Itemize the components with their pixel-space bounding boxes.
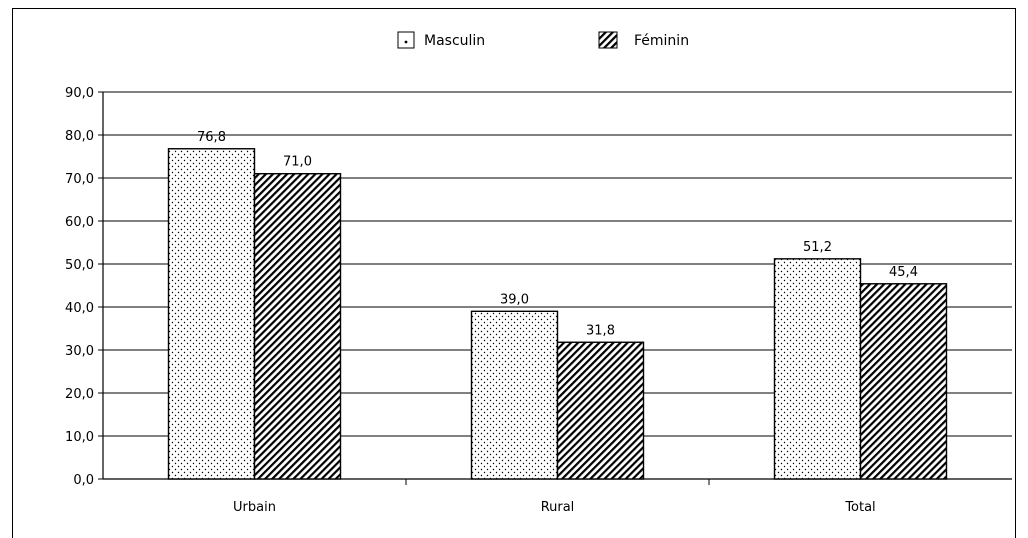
bar-fminin-rural xyxy=(556,341,645,480)
y-tick-label: 90,0 xyxy=(65,86,94,101)
legend: Masculin Féminin xyxy=(397,31,689,49)
legend-item-feminin: Féminin xyxy=(598,31,689,49)
data-label: 45,4 xyxy=(889,265,918,280)
y-tick-label: 20,0 xyxy=(65,387,94,402)
x-tick-label: Total xyxy=(844,500,875,515)
y-tick-label: 0,0 xyxy=(73,473,94,488)
data-label: 31,8 xyxy=(586,323,615,338)
legend-swatch-masculin xyxy=(397,31,415,49)
legend-swatch-feminin xyxy=(598,31,618,49)
bar-fminin-urbain xyxy=(253,172,342,480)
plot-area: 0,0 10,0 20,0 30,0 40,0 50,0 60,0 70,0 80,0 90,0 U… xyxy=(65,86,1012,515)
bar-masculin-urbain xyxy=(167,148,256,480)
legend-label-feminin: Féminin xyxy=(634,33,689,49)
data-label: 51,2 xyxy=(803,240,832,255)
bar-fminin-total xyxy=(859,283,948,480)
legend-item-masculin: Masculin xyxy=(397,31,485,49)
legend-label-masculin: Masculin xyxy=(424,33,485,49)
data-label: 71,0 xyxy=(283,155,312,170)
x-tick-label: Rural xyxy=(541,500,575,515)
y-tick-label: 80,0 xyxy=(65,129,94,144)
y-tick-label: 30,0 xyxy=(65,344,94,359)
y-tick-label: 10,0 xyxy=(65,430,94,445)
legend-swatch-dot xyxy=(404,40,408,44)
bar-masculin-rural xyxy=(470,310,559,480)
data-label: 39,0 xyxy=(500,292,529,307)
x-tick-label: Urbain xyxy=(233,500,276,515)
data-label: 76,8 xyxy=(197,130,226,145)
y-tick-label: 70,0 xyxy=(65,172,94,187)
y-tick-label: 40,0 xyxy=(65,301,94,316)
y-tick-label: 60,0 xyxy=(65,215,94,230)
y-tick-label: 50,0 xyxy=(65,258,94,273)
bar-masculin-total xyxy=(773,258,862,480)
